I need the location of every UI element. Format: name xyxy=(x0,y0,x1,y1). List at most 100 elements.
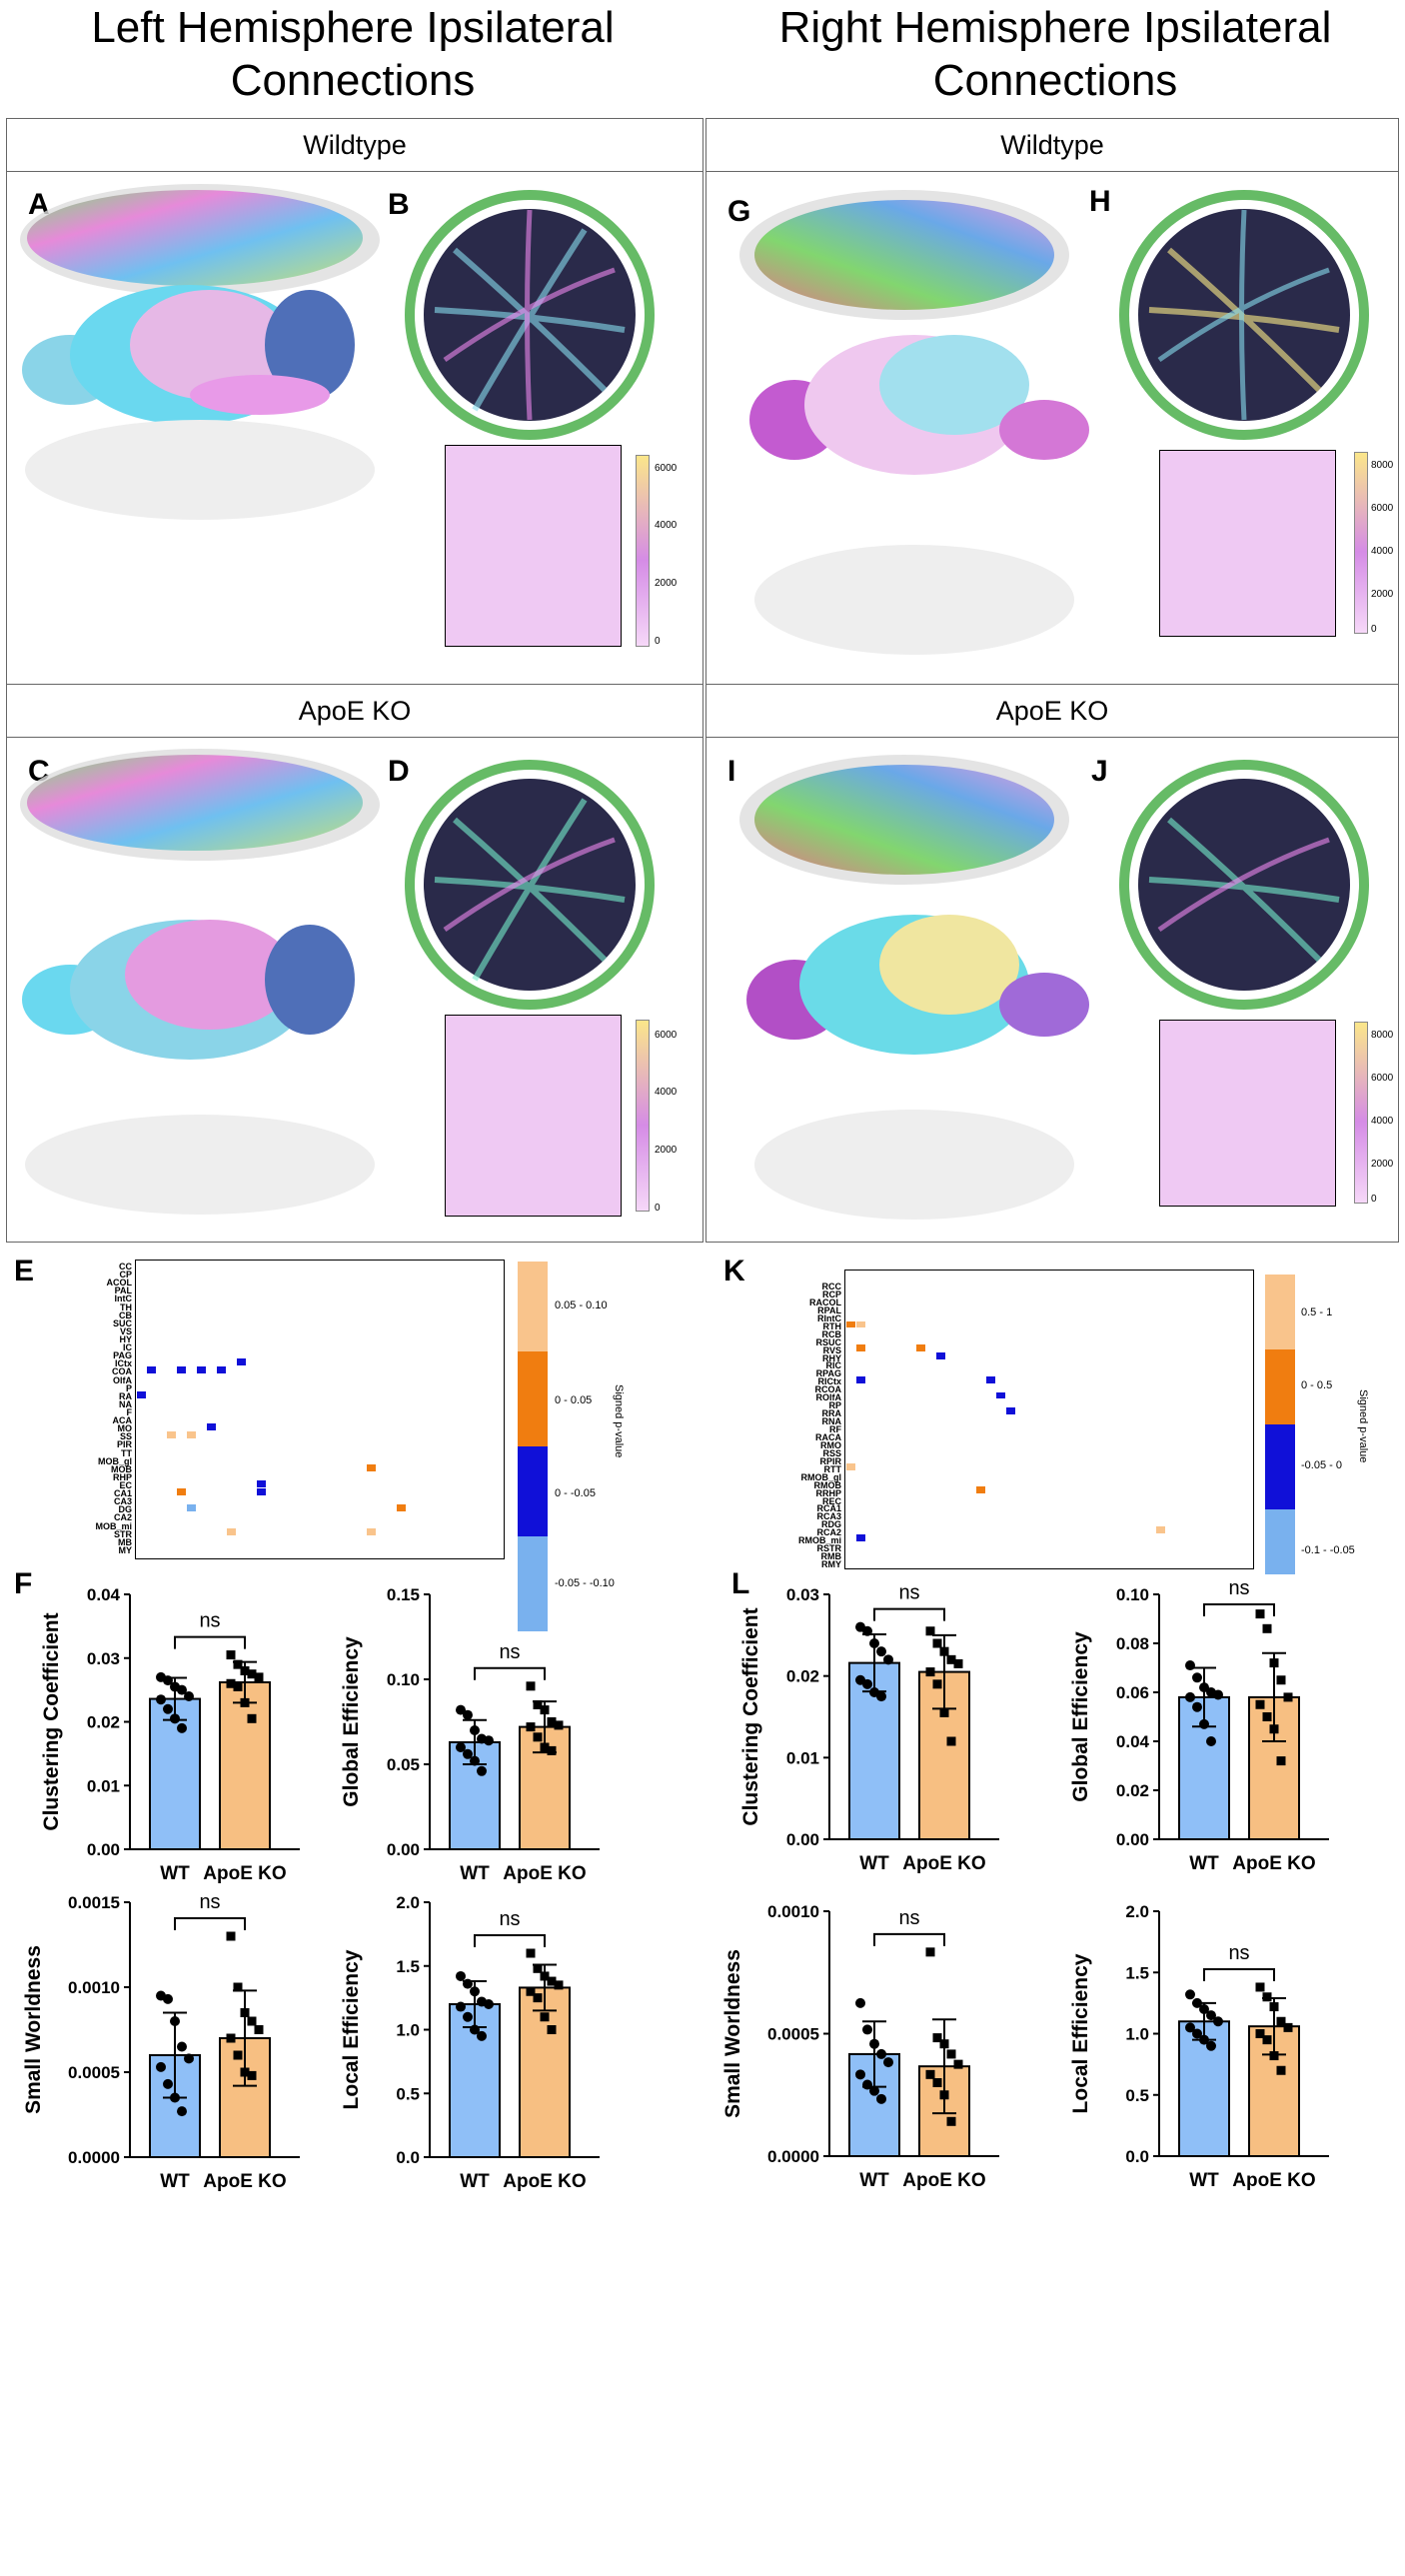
heatmap-cell xyxy=(397,1504,406,1512)
data-point-ko xyxy=(1262,1623,1272,1633)
bar-chart-l2: 0.00 0.02 0.04 0.06 0.08 0.10 Global Efficienc… xyxy=(1069,1577,1329,1874)
right-title-line2: Connections xyxy=(932,55,1178,105)
data-point-wt xyxy=(163,1993,173,2004)
heatmap-cell xyxy=(217,1366,226,1374)
colorbar-j xyxy=(1354,1022,1368,1204)
heatmap-row-label: RF xyxy=(829,1424,841,1434)
y-axis-label: Small Worldness xyxy=(22,1945,45,2114)
connectivity-matrix-d xyxy=(445,1015,622,1217)
data-point-wt xyxy=(862,1678,872,1689)
data-point-ko xyxy=(953,1658,963,1668)
heatmap-row-label: RCC xyxy=(821,1282,842,1291)
data-point-ko xyxy=(1283,2022,1293,2032)
x-tick-label: ApoE KO xyxy=(902,2170,985,2191)
x-tick-label: WT xyxy=(460,1863,490,1884)
heatmap-row-label: CP xyxy=(119,1270,132,1281)
chord-diagram-b xyxy=(405,190,655,440)
heatmap-row-label: RRHP xyxy=(815,1487,841,1498)
y-tick-label: 0.0000 xyxy=(767,2147,819,2166)
data-point-wt xyxy=(1206,2040,1216,2051)
heatmap-row-label: HY xyxy=(119,1334,132,1344)
data-point-ko xyxy=(547,1976,557,1986)
data-point-ko xyxy=(254,1672,264,1682)
data-point-ko xyxy=(1269,2002,1279,2012)
heatmap-row-label: RCOA xyxy=(814,1384,842,1395)
data-point-wt xyxy=(156,1694,166,1705)
colorbar-h-tick: 0 xyxy=(1371,624,1377,635)
heatmap-row-label: PAG xyxy=(113,1350,132,1361)
heatmap-row-label: CA2 xyxy=(113,1512,132,1523)
data-point-wt xyxy=(456,2001,466,2012)
data-point-ko xyxy=(925,2069,935,2079)
cortex-pink xyxy=(130,290,290,400)
data-point-wt xyxy=(876,1646,886,1657)
data-point-ko xyxy=(254,2025,264,2034)
heatmap-cell xyxy=(147,1366,156,1374)
x-tick-label: ApoE KO xyxy=(902,1853,985,1874)
significance-label: ns xyxy=(1228,1942,1249,1964)
cerebellum-region xyxy=(265,290,355,400)
legend-e-label: 0.05 - 0.10 xyxy=(555,1299,608,1311)
data-point-ko xyxy=(540,1742,550,1752)
data-point-wt xyxy=(156,2061,166,2072)
y-axis-label: Local Efficiency xyxy=(340,1949,363,2109)
data-point-ko xyxy=(554,1720,564,1730)
x-tick-label: WT xyxy=(1189,1853,1219,1874)
heatmap-row-label: RRA xyxy=(821,1408,842,1419)
data-point-ko xyxy=(1255,1982,1265,1992)
bar-chart-f3: 0.0000 0.0005 0.0010 0.0015 Small Worldness W… xyxy=(22,1891,300,2192)
chord-diagram-h xyxy=(1119,190,1369,440)
y-tick-label: 0.00 xyxy=(786,1830,819,1849)
brain-renderings-g xyxy=(739,190,1089,655)
data-point-ko xyxy=(1276,2065,1286,2075)
data-point-ko xyxy=(547,1717,557,1726)
colorbar-h xyxy=(1354,452,1368,634)
bar-chart-l1: 0.00 0.01 0.02 0.03 Clustering Coefficient WT… xyxy=(739,1582,999,1874)
data-point-ko xyxy=(233,1982,243,1992)
chord-diagram-j xyxy=(1119,760,1369,1010)
significance-bracket xyxy=(174,1917,246,1930)
data-point-wt xyxy=(484,1735,494,1746)
heatmap-cell xyxy=(227,1528,236,1536)
data-point-ko xyxy=(240,1666,250,1675)
data-point-wt xyxy=(869,2085,879,2096)
legend-k-neg-low xyxy=(1265,1424,1295,1509)
left-title-line1: Left Hemisphere Ipsilateral xyxy=(91,3,615,52)
data-point-wt xyxy=(456,1704,466,1715)
significance-bracket xyxy=(873,1607,945,1621)
data-point-wt xyxy=(883,2057,893,2068)
heatmap-row-label: RACOL xyxy=(809,1296,841,1307)
right-wildtype-header: Wildtype xyxy=(705,118,1399,172)
y-axis-label: Global Efficiency xyxy=(1069,1631,1092,1802)
data-point-wt xyxy=(170,1713,180,1724)
panel-label-g: G xyxy=(727,195,751,228)
y-tick-label: 0.5 xyxy=(1125,2086,1149,2105)
data-point-wt xyxy=(862,2079,872,2090)
data-point-ko xyxy=(946,2049,956,2059)
y-tick-label: 0.15 xyxy=(387,1585,420,1604)
colorbar-d xyxy=(636,1020,650,1212)
y-tick-label: 0.00 xyxy=(387,1840,420,1859)
data-point-wt xyxy=(1213,1689,1223,1700)
chord-diagram-d xyxy=(405,760,655,1010)
heatmap-cell xyxy=(237,1358,246,1366)
heatmap-row-label: ACOL xyxy=(106,1278,133,1288)
data-point-ko xyxy=(1276,1675,1286,1685)
heatmap-row-label: RA xyxy=(119,1390,132,1401)
heatmap-cell xyxy=(197,1366,206,1374)
heatmap-row-label: PIR xyxy=(116,1439,132,1450)
y-tick-label: 0.0 xyxy=(396,2148,420,2167)
heatmap-row-label: ROlfA xyxy=(815,1392,842,1403)
heatmap-row-label: RDG xyxy=(821,1519,841,1530)
bar-ko xyxy=(219,1680,271,1850)
significance-bracket xyxy=(1203,1967,1275,1981)
data-point-ko xyxy=(1255,1699,1265,1709)
heatmap-row-label: RMOB xyxy=(813,1479,842,1490)
y-tick-label: 0.0010 xyxy=(767,1902,819,1921)
data-point-ko xyxy=(226,1678,236,1688)
heatmap-cell xyxy=(846,1320,855,1328)
data-point-ko xyxy=(953,2059,963,2069)
heatmap-cell xyxy=(976,1486,985,1494)
heatmap-cell xyxy=(177,1487,186,1495)
heatmap-row-label: RCP xyxy=(821,1288,841,1299)
